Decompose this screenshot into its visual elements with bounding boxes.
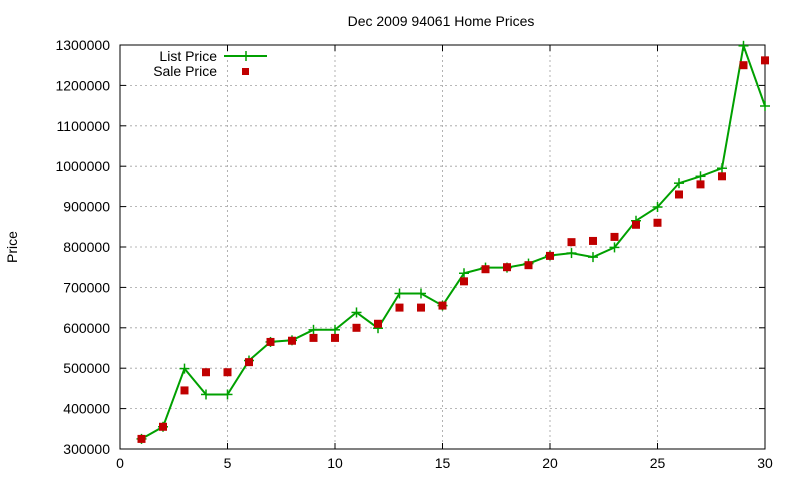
sale-price-point bbox=[653, 218, 662, 227]
sale-price-point bbox=[567, 238, 576, 247]
sale-price-point bbox=[481, 265, 490, 274]
x-tick-label: 0 bbox=[116, 455, 124, 471]
sale-price-point bbox=[223, 368, 232, 377]
sale-price-point bbox=[546, 251, 554, 260]
y-tick-label: 700000 bbox=[63, 279, 110, 295]
legend-label-sale-price: Sale Price bbox=[153, 63, 217, 79]
list-price-point bbox=[566, 248, 577, 259]
sale-price-point bbox=[675, 190, 683, 199]
sale-price-point bbox=[503, 263, 511, 272]
y-tick-label: 1300000 bbox=[55, 37, 110, 53]
list-price-point bbox=[760, 101, 770, 112]
y-tick-label: 1000000 bbox=[55, 158, 110, 174]
legend: List Price Sale Price bbox=[153, 48, 267, 79]
grid-lines bbox=[120, 45, 765, 449]
sale-price-point bbox=[159, 422, 167, 431]
legend-square-marker bbox=[242, 68, 249, 75]
y-tick-label: 600000 bbox=[63, 320, 110, 336]
sale-price-point bbox=[761, 56, 769, 65]
sale-price-point bbox=[417, 303, 425, 312]
legend-label-list-price: List Price bbox=[159, 48, 217, 64]
sale-price-point bbox=[524, 261, 533, 270]
y-tick-label: 900000 bbox=[63, 199, 110, 215]
x-tick-label: 20 bbox=[542, 455, 558, 471]
list-price-point bbox=[695, 171, 706, 182]
list-price-point bbox=[717, 163, 727, 174]
list-price-point bbox=[416, 288, 426, 299]
sale-price-point bbox=[288, 336, 296, 345]
x-tick-label: 5 bbox=[224, 455, 232, 471]
list-price-point bbox=[394, 288, 405, 299]
sale-price-point bbox=[610, 232, 619, 241]
sale-price-point bbox=[352, 323, 361, 332]
list-price-point bbox=[652, 202, 663, 213]
list-price-line bbox=[141, 41, 766, 440]
list-price-point bbox=[222, 389, 233, 400]
sale-price-point bbox=[589, 236, 597, 245]
sale-price-point bbox=[395, 303, 404, 312]
x-tick-label: 30 bbox=[757, 455, 773, 471]
sale-price-point bbox=[374, 319, 382, 328]
x-axis-tick-labels: 0 5 10 15 20 25 30 bbox=[116, 455, 773, 471]
list-price-point bbox=[179, 363, 190, 374]
sale-price-point bbox=[180, 386, 189, 395]
x-tick-label: 25 bbox=[650, 455, 666, 471]
sale-price-point bbox=[309, 333, 318, 342]
list-price-point bbox=[588, 252, 598, 263]
y-tick-label: 1100000 bbox=[57, 118, 111, 134]
sale-price-point bbox=[739, 61, 748, 70]
sale-price-point bbox=[245, 358, 253, 367]
sale-price-point bbox=[266, 337, 275, 346]
x-tick-label: 10 bbox=[327, 455, 343, 471]
sale-price-point bbox=[460, 277, 468, 286]
sale-price-point bbox=[438, 301, 447, 310]
sale-price-point bbox=[696, 180, 705, 189]
chart-title: Dec 2009 94061 Home Prices bbox=[348, 13, 535, 29]
data-series bbox=[136, 40, 770, 444]
sale-price-point bbox=[331, 333, 339, 342]
y-tick-label: 1200000 bbox=[55, 77, 110, 93]
sale-price-point bbox=[202, 368, 210, 377]
legend-plus-marker bbox=[241, 51, 251, 61]
list-price-point bbox=[674, 178, 684, 189]
axis-ticks bbox=[119, 44, 766, 450]
list-price-point bbox=[459, 268, 469, 279]
sale-price-point bbox=[632, 220, 640, 229]
list-price-point bbox=[609, 242, 620, 253]
y-tick-label: 400000 bbox=[63, 401, 110, 417]
list-price-point bbox=[330, 324, 340, 335]
x-tick-label: 15 bbox=[435, 455, 451, 471]
list-price-point bbox=[308, 324, 319, 335]
list-price-point bbox=[738, 40, 749, 51]
list-price-point bbox=[201, 389, 211, 400]
y-tick-label: 300000 bbox=[63, 441, 110, 457]
sale-price-point bbox=[718, 172, 726, 181]
y-axis-label: Price bbox=[4, 231, 20, 263]
y-tick-label: 800000 bbox=[63, 239, 110, 255]
sale-price-point bbox=[137, 434, 146, 443]
list-price-point bbox=[351, 307, 362, 318]
y-axis-tick-labels: 300000 400000 500000 600000 700000 800000 9000… bbox=[55, 37, 110, 457]
y-tick-label: 500000 bbox=[63, 360, 110, 376]
